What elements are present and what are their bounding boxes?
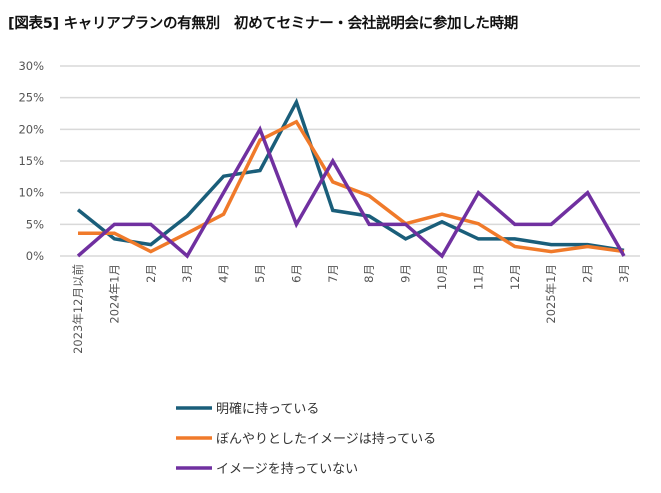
- x-tick-label: 2025年1月: [544, 264, 558, 324]
- legend-label: ぼんやりとしたイメージは持っている: [216, 432, 436, 447]
- x-tick-label: 9月: [399, 264, 413, 283]
- y-tick-label: 0%: [26, 249, 44, 263]
- series-line-1: [76, 97, 625, 253]
- chart-title: [図表5] キャリアプランの有無別 初めてセミナー・会社説明会に参加した時期: [8, 16, 518, 32]
- x-tick-label: 3月: [180, 264, 194, 283]
- y-tick-label: 25%: [18, 91, 44, 105]
- x-tick-label: 11月: [471, 264, 485, 290]
- x-tick-label: 2月: [581, 264, 595, 283]
- x-tick-label: 7月: [326, 264, 340, 283]
- x-tick-label: 4月: [217, 264, 231, 283]
- x-tick-label: 8月: [362, 264, 376, 283]
- legend-label: 明確に持っている: [216, 401, 319, 417]
- x-tick-label: 10月: [435, 264, 449, 290]
- y-tick-label: 30%: [18, 59, 44, 73]
- series-line-3: [76, 125, 626, 259]
- x-tick-label: 2023年12月以前: [71, 264, 85, 354]
- legend-label: イメージを持っていない: [216, 462, 358, 477]
- x-tick-label: 2024年1月: [107, 264, 121, 324]
- y-tick-label: 5%: [26, 217, 44, 231]
- x-tick-label: 12月: [508, 264, 522, 290]
- y-tick-label: 20%: [18, 122, 44, 136]
- x-tick-label: 2月: [144, 264, 158, 283]
- y-tick-label: 10%: [18, 186, 44, 200]
- y-tick-label: 15%: [18, 154, 44, 168]
- x-tick-label: 3月: [617, 264, 631, 283]
- x-tick-label: 5月: [253, 264, 267, 283]
- x-tick-label: 6月: [289, 264, 303, 283]
